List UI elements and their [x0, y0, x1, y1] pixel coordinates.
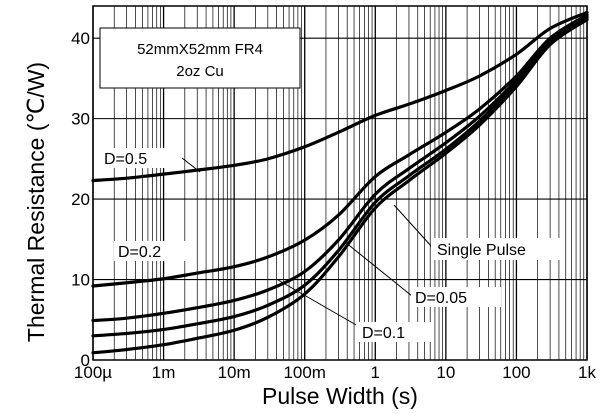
series-label-d01: D=0.1	[362, 325, 405, 342]
series-line-d-0-1	[91, 14, 589, 323]
series-layer	[91, 10, 589, 355]
series-line-d-0-05	[91, 16, 589, 338]
x-axis-title: Pulse Width (s)	[262, 383, 418, 409]
label-bg-d01	[356, 322, 434, 342]
series-line-d-0-2	[91, 13, 589, 288]
y-tick-label: 30	[71, 110, 90, 129]
leader-d01	[277, 279, 359, 327]
series-line-d-0-5	[91, 10, 589, 183]
y-tick-label: 10	[71, 271, 90, 290]
y-tick-label: 0	[81, 351, 90, 370]
leader-single-pulse	[393, 204, 433, 248]
x-tick-label: 10	[436, 363, 455, 382]
series-label-d02: D=0.2	[118, 244, 161, 261]
series-label-d05: D=0.5	[104, 151, 147, 168]
x-axis-ticks: 100µ 1m 10m 100m 1 10 100 1k	[74, 363, 597, 382]
leader-d05	[181, 157, 201, 173]
plot-frame	[92, 5, 588, 361]
series-line-single-pulse	[91, 18, 589, 355]
series-label-single-pulse: Single Pulse	[437, 242, 526, 259]
leader-d005	[344, 241, 413, 297]
info-line-1: 52mmX52mm FR4	[137, 41, 263, 58]
x-tick-label: 1m	[152, 363, 176, 382]
x-tick-label: 100µ	[74, 363, 112, 382]
x-tick-label: 1k	[578, 363, 596, 382]
series-label-d005: D=0.05	[415, 290, 467, 307]
x-tick-label: 100	[502, 363, 530, 382]
x-tick-label: 10m	[218, 363, 251, 382]
info-line-2: 2oz Cu	[176, 63, 224, 80]
info-box-frame	[99, 27, 301, 89]
y-axis-ticks: 0 10 20 30 40	[71, 29, 90, 370]
label-bg-single-pulse	[431, 238, 561, 260]
label-bg-d02	[114, 241, 190, 261]
label-bg-d005	[411, 287, 501, 307]
info-box: 52mmX52mm FR4 2oz Cu	[99, 27, 301, 89]
annotations: D=0.5 D=0.2 Single Pulse D=0.05 D=0.1	[99, 148, 561, 342]
y-tick-label: 20	[71, 190, 90, 209]
y-tick-label: 40	[71, 29, 90, 48]
x-tick-label: 1	[371, 363, 380, 382]
y-axis-title: Thermal Resistance (℃/W)	[23, 62, 49, 342]
x-tick-label: 100m	[283, 363, 326, 382]
label-bg-d05	[99, 148, 179, 168]
